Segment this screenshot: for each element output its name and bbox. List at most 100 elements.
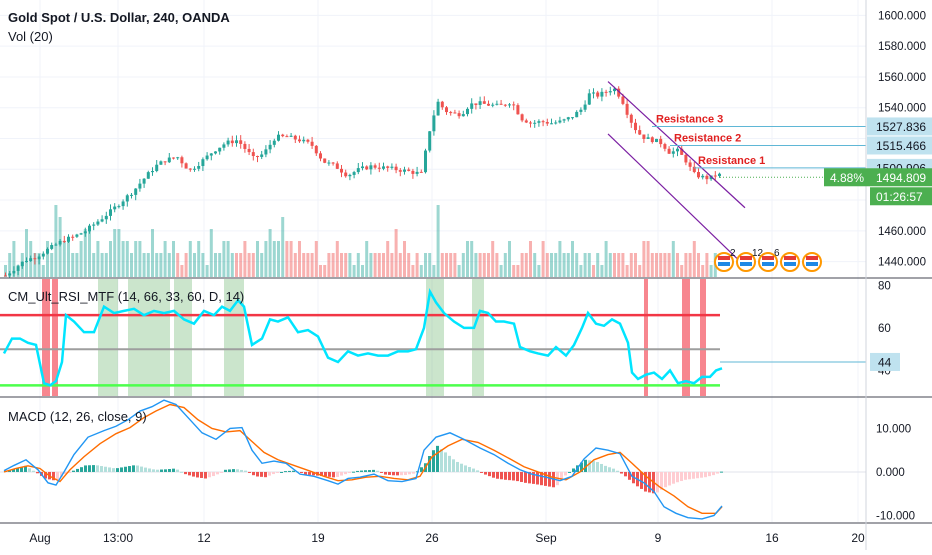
macd-histogram-bar bbox=[720, 471, 723, 473]
candle-body bbox=[398, 170, 402, 172]
candle-body bbox=[466, 108, 469, 115]
candle-body bbox=[545, 121, 549, 124]
macd-histogram-bar bbox=[540, 471, 543, 486]
rsi-tick-label: 60 bbox=[878, 323, 891, 335]
volume-bar bbox=[188, 241, 192, 277]
rsi-line bbox=[2, 288, 723, 387]
candle-body bbox=[407, 169, 411, 171]
candle-body bbox=[411, 170, 415, 174]
volume-legend: Vol (20) bbox=[8, 29, 53, 44]
candle-body bbox=[167, 157, 171, 163]
volume-bar bbox=[667, 253, 671, 277]
macd-histogram-bar bbox=[472, 468, 475, 472]
volume-bar bbox=[58, 217, 62, 277]
macd-histogram-bar bbox=[596, 462, 599, 472]
volume-bar bbox=[533, 253, 537, 277]
candle-body bbox=[613, 88, 616, 92]
volume-bar bbox=[604, 241, 608, 277]
candle-body bbox=[688, 162, 692, 167]
volume-bar bbox=[634, 253, 637, 277]
candle-body bbox=[134, 188, 138, 195]
candle-body bbox=[428, 131, 432, 151]
volume-bar bbox=[545, 253, 549, 277]
macd-histogram-bar bbox=[496, 471, 499, 479]
rsi-value-tag bbox=[870, 352, 900, 371]
candle-body bbox=[516, 105, 520, 115]
candle-body bbox=[373, 165, 377, 168]
candle-body bbox=[680, 148, 684, 155]
macd-histogram-bar bbox=[172, 468, 175, 472]
macd-histogram-bar bbox=[680, 471, 683, 482]
candle-body bbox=[319, 153, 322, 159]
candle-body bbox=[16, 266, 20, 271]
candle-body bbox=[415, 171, 419, 174]
flag-stripe-icon bbox=[740, 256, 752, 260]
volume-bar bbox=[554, 253, 558, 277]
macd-histogram-bar bbox=[672, 471, 675, 484]
channel-lower-line bbox=[607, 133, 746, 267]
volume-bar bbox=[508, 241, 511, 277]
macd-histogram-bar bbox=[444, 452, 447, 472]
macd-histogram-bar bbox=[224, 469, 227, 472]
macd-histogram-bar bbox=[488, 471, 491, 477]
macd-histogram-bar bbox=[568, 471, 571, 473]
volume-bar bbox=[230, 253, 234, 277]
macd-histogram-bar bbox=[132, 465, 135, 472]
volume-bar bbox=[264, 241, 268, 277]
macd-histogram-bar bbox=[448, 455, 451, 472]
volume-bar bbox=[302, 253, 306, 277]
price-tick-label: 1580.000 bbox=[878, 41, 926, 53]
candle-body bbox=[621, 96, 625, 104]
rsi-overbought-highlight bbox=[42, 279, 50, 396]
volume-bar bbox=[356, 253, 360, 277]
volume-bar bbox=[172, 241, 175, 277]
candle-body bbox=[188, 168, 192, 170]
volume-bar bbox=[130, 253, 133, 277]
macd-histogram-bar bbox=[164, 469, 167, 472]
macd-histogram-bar bbox=[196, 471, 199, 478]
rsi-oversold-highlight bbox=[472, 279, 484, 396]
volume-bar bbox=[629, 253, 633, 277]
volume-bar bbox=[671, 241, 675, 277]
time-tick-label: 19 bbox=[311, 531, 325, 545]
candle-body bbox=[281, 134, 285, 137]
candle-body bbox=[8, 273, 12, 276]
candle-body bbox=[604, 91, 608, 93]
volume-bar bbox=[96, 241, 100, 277]
macd-histogram-bar bbox=[564, 471, 567, 476]
macd-histogram-bar bbox=[460, 463, 463, 472]
candle-body bbox=[293, 135, 297, 140]
candle-body bbox=[533, 122, 537, 124]
volume-bar bbox=[293, 253, 297, 277]
volume-bar bbox=[33, 253, 37, 277]
macd-histogram-bar bbox=[256, 471, 259, 477]
volume-bar bbox=[197, 241, 201, 277]
volume-bar bbox=[268, 229, 272, 277]
rsi-tick-label: 80 bbox=[878, 280, 891, 292]
volume-bar bbox=[566, 253, 570, 277]
change-text: 4.88% bbox=[830, 171, 864, 185]
volume-bar bbox=[222, 241, 226, 277]
volume-bar bbox=[466, 241, 469, 277]
macd-histogram-bar bbox=[180, 471, 183, 473]
volume-bar bbox=[394, 229, 398, 277]
macd-histogram-bar bbox=[176, 469, 179, 472]
candle-body bbox=[436, 101, 440, 116]
candle-body bbox=[83, 231, 87, 234]
volume-bar bbox=[54, 205, 58, 277]
volume-bar bbox=[125, 241, 129, 277]
volume-bar bbox=[684, 253, 688, 277]
macd-histogram-bar bbox=[72, 470, 75, 472]
macd-tick-label: 10.000 bbox=[876, 423, 911, 435]
volume-bar bbox=[575, 253, 579, 277]
macd-legend: MACD (12, 26, close, 9) bbox=[8, 409, 147, 424]
macd-histogram-bar bbox=[116, 468, 119, 472]
price-tick-label: 1440.000 bbox=[878, 257, 926, 269]
volume-bar bbox=[289, 241, 293, 277]
candle-body bbox=[117, 206, 121, 208]
time-tick-label: 26 bbox=[425, 531, 439, 545]
volume-bar bbox=[537, 265, 541, 277]
